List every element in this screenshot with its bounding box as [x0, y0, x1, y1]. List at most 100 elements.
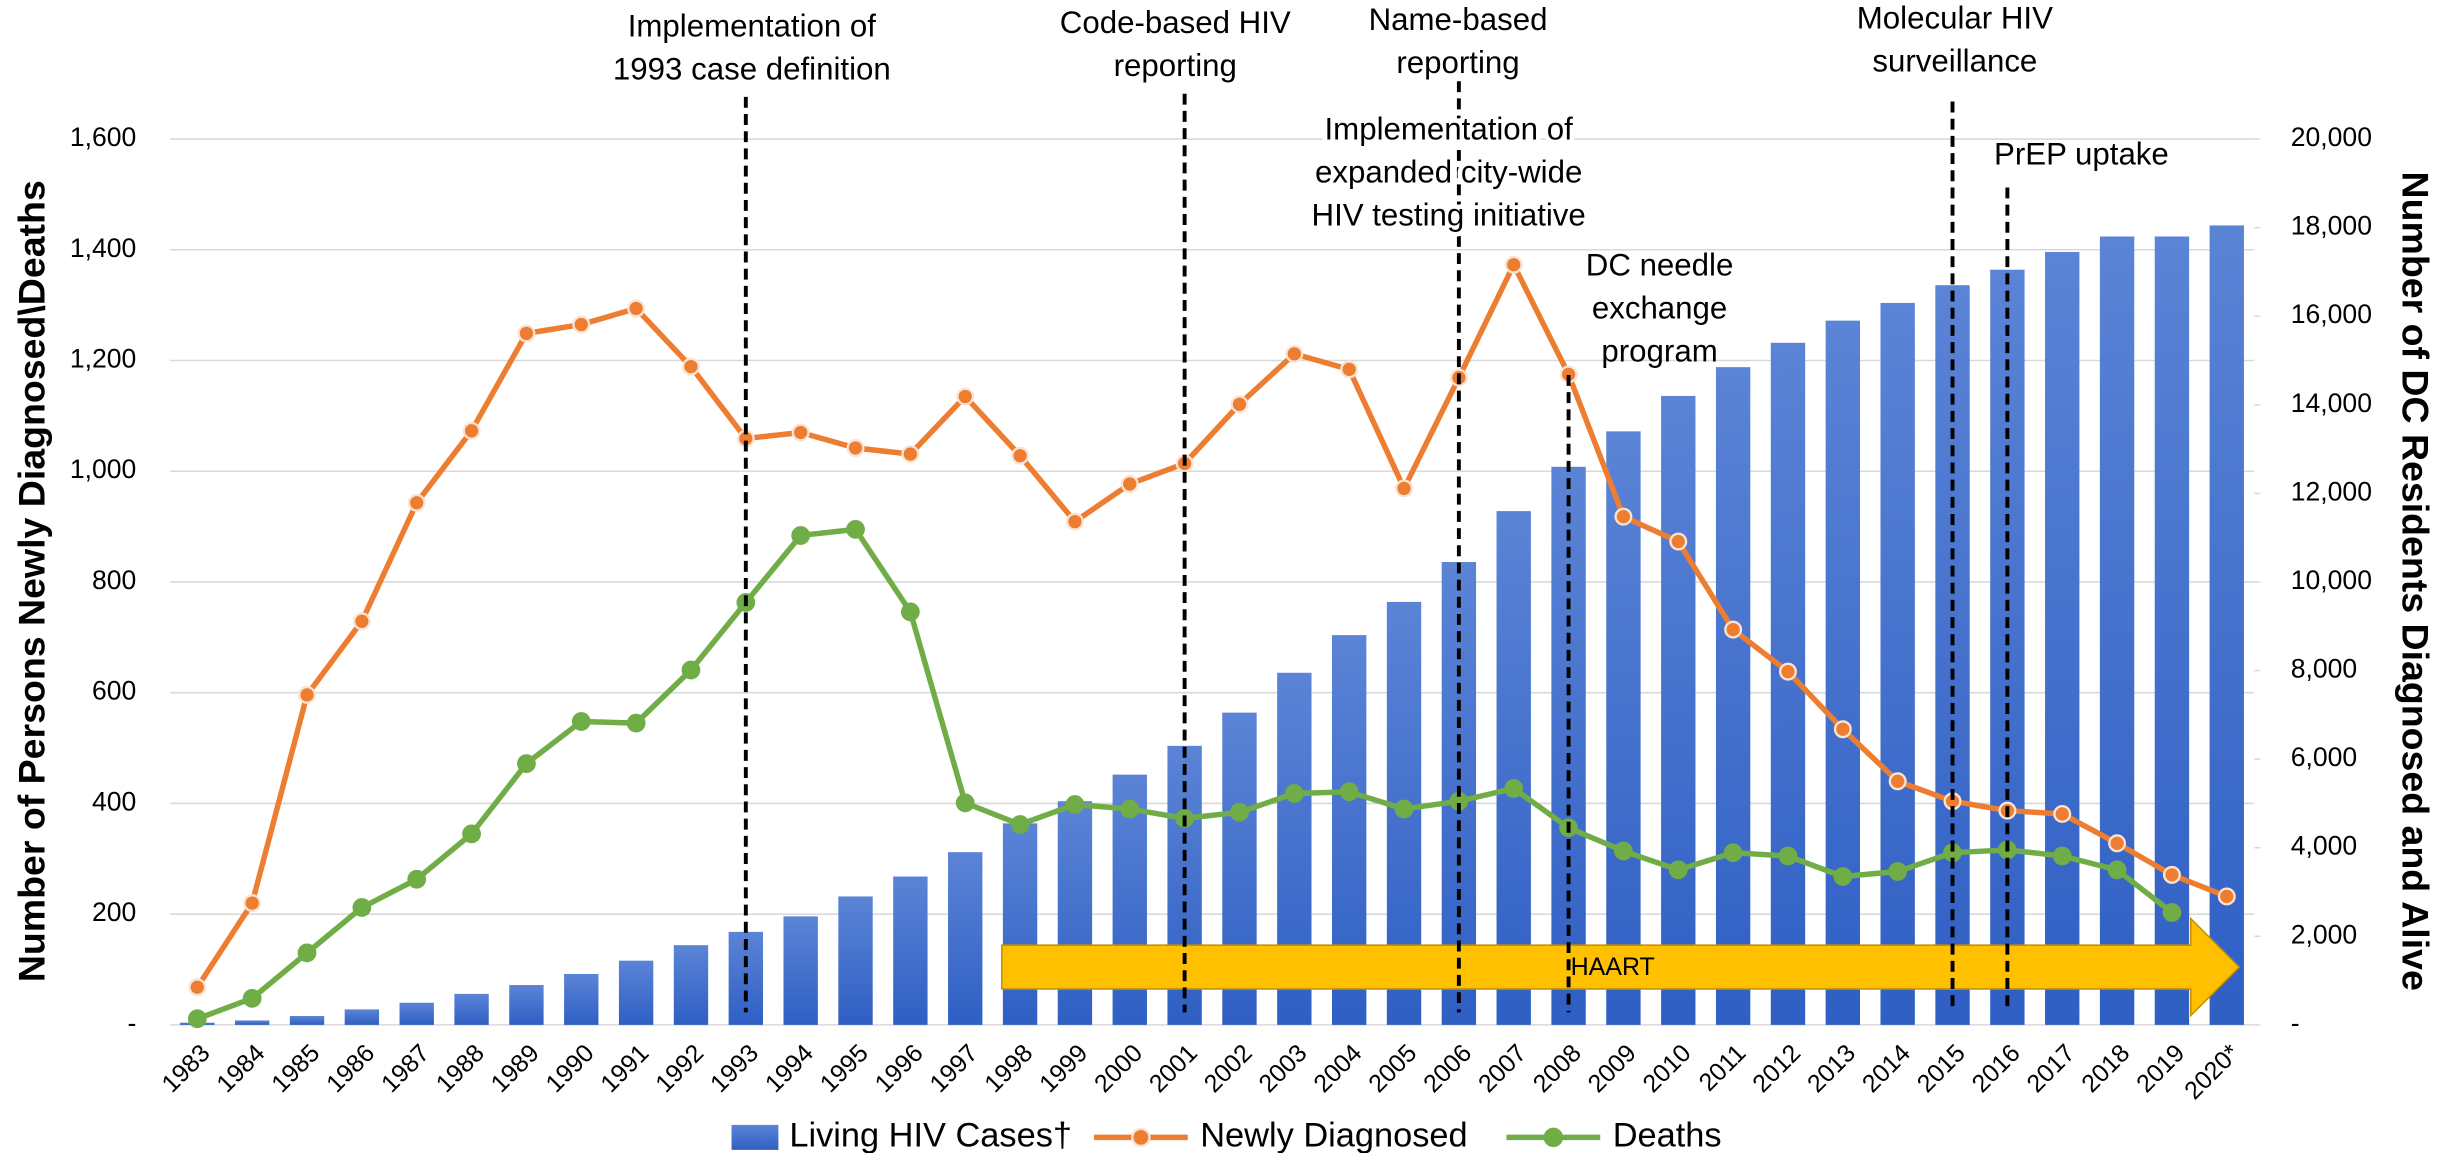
bar — [2099, 236, 2135, 1025]
marker — [1504, 255, 1523, 274]
marker — [1230, 395, 1249, 414]
marker — [462, 421, 481, 440]
bar — [838, 896, 873, 1025]
x-tick-label: 2016 — [1967, 1039, 2026, 1098]
legend-label: Deaths — [1613, 1116, 1722, 1153]
x-tick-label: 2015 — [1912, 1039, 1971, 1098]
bar — [1880, 302, 1915, 1025]
bar — [289, 1016, 325, 1025]
y2-tick-label: 18,000 — [2291, 211, 2372, 241]
y-tick-label: 1,600 — [70, 122, 136, 152]
marker — [626, 713, 646, 733]
marker — [517, 754, 536, 773]
bar — [1496, 511, 1531, 1025]
annotation-text: program — [1601, 333, 1717, 368]
bar — [618, 960, 654, 1025]
x-tick-label: 2014 — [1857, 1039, 1916, 1098]
x-tick-label: 1995 — [815, 1039, 874, 1098]
y-tick-label: 200 — [92, 897, 136, 927]
y2-tick-label: 4,000 — [2291, 831, 2357, 861]
marker — [1614, 507, 1633, 526]
y-tick-label: 400 — [92, 786, 136, 816]
legend: Living HIV Cases† Newly Diagnosed Deaths — [731, 1116, 1722, 1153]
marker — [2052, 846, 2072, 866]
annotation-text: Name-based — [1369, 2, 1548, 37]
bar — [783, 916, 818, 1025]
annotation-text: expanded city-wide — [1315, 154, 1582, 189]
bar — [564, 973, 599, 1025]
marker — [407, 493, 426, 512]
x-tick-label: 1989 — [486, 1039, 545, 1098]
annotation-text: PrEP uptake — [1994, 136, 2169, 171]
marker — [1011, 446, 1030, 465]
annotation-text: HIV testing initiative — [1312, 197, 1586, 232]
marker — [627, 299, 646, 318]
legend-label: Newly Diagnosed — [1200, 1116, 1467, 1153]
marker — [407, 869, 427, 889]
bar — [1825, 320, 1861, 1025]
y-tick-label: 600 — [92, 676, 136, 706]
marker — [2162, 865, 2181, 884]
bar — [509, 985, 544, 1025]
annotation-text: surveillance — [1872, 44, 2037, 79]
bar — [1715, 367, 1751, 1025]
y-tick-label: 1,000 — [70, 454, 136, 484]
y2-tick-label: 10,000 — [2291, 565, 2372, 595]
x-tick-label: 1999 — [1034, 1039, 1093, 1098]
arrow-label: HAART — [1571, 953, 1655, 981]
marker — [1668, 860, 1688, 880]
x-tick-label: 2019 — [2131, 1039, 2190, 1098]
annotation-text: DC needle — [1586, 247, 1734, 282]
x-tick-label: 2007 — [1473, 1039, 1532, 1098]
marker — [1504, 779, 1524, 798]
bar — [344, 1009, 380, 1025]
marker — [1723, 843, 1743, 863]
marker — [1833, 720, 1852, 739]
bar — [1002, 823, 1038, 1025]
x-tick-label: 1990 — [540, 1039, 599, 1098]
legend-swatch — [731, 1124, 779, 1150]
x-tick-label: 1993 — [705, 1039, 764, 1098]
y2-tick-label: 8,000 — [2291, 654, 2357, 684]
bar — [454, 993, 489, 1025]
x-tick-label: 2010 — [1637, 1039, 1696, 1098]
annotation-text: Implementation of — [1325, 111, 1574, 146]
x-tick-label: 2003 — [1253, 1039, 1312, 1098]
annotation-text: exchange — [1592, 290, 1727, 325]
x-tick-label: 2017 — [2021, 1039, 2080, 1098]
x-tick-label: 1994 — [760, 1039, 819, 1098]
bar — [948, 852, 983, 1025]
x-tick-label: 2013 — [1802, 1039, 1861, 1098]
x-tick-label: 2002 — [1199, 1039, 1258, 1098]
marker — [1394, 799, 1414, 819]
annotation-text: Implementation of — [628, 8, 877, 43]
marker — [681, 357, 700, 376]
line — [195, 261, 2228, 989]
marker — [681, 660, 701, 680]
marker — [188, 978, 207, 997]
y-tick-label: 1,200 — [70, 344, 136, 374]
bar — [1057, 801, 1093, 1025]
bar — [1661, 395, 1696, 1025]
y-tick-label: 1,400 — [70, 233, 136, 263]
x-tick-label: 2004 — [1308, 1039, 1367, 1098]
marker — [1120, 474, 1139, 493]
annotation-text: Code-based HIV — [1060, 5, 1291, 40]
marker — [571, 712, 591, 731]
x-tick-label: 2008 — [1528, 1039, 1587, 1098]
y2-tick-label: 12,000 — [2291, 476, 2372, 506]
marker — [1285, 344, 1304, 363]
annotation-text: reporting — [1396, 45, 1519, 80]
marker — [1724, 620, 1743, 639]
y-tick-label: - — [127, 1008, 136, 1038]
x-tick-label: 2009 — [1583, 1039, 1642, 1098]
bar — [673, 945, 709, 1025]
y-axis-title: Number of Persons Newly Diagnosed\Deaths — [11, 180, 53, 982]
legend-marker — [1131, 1127, 1151, 1148]
y2-tick-label: 16,000 — [2291, 299, 2372, 329]
x-tick-label: 1984 — [211, 1039, 270, 1098]
marker — [243, 894, 262, 913]
marker — [1395, 479, 1414, 498]
x-tick-label: 2006 — [1418, 1039, 1477, 1098]
x-tick-label: 2005 — [1363, 1039, 1422, 1098]
